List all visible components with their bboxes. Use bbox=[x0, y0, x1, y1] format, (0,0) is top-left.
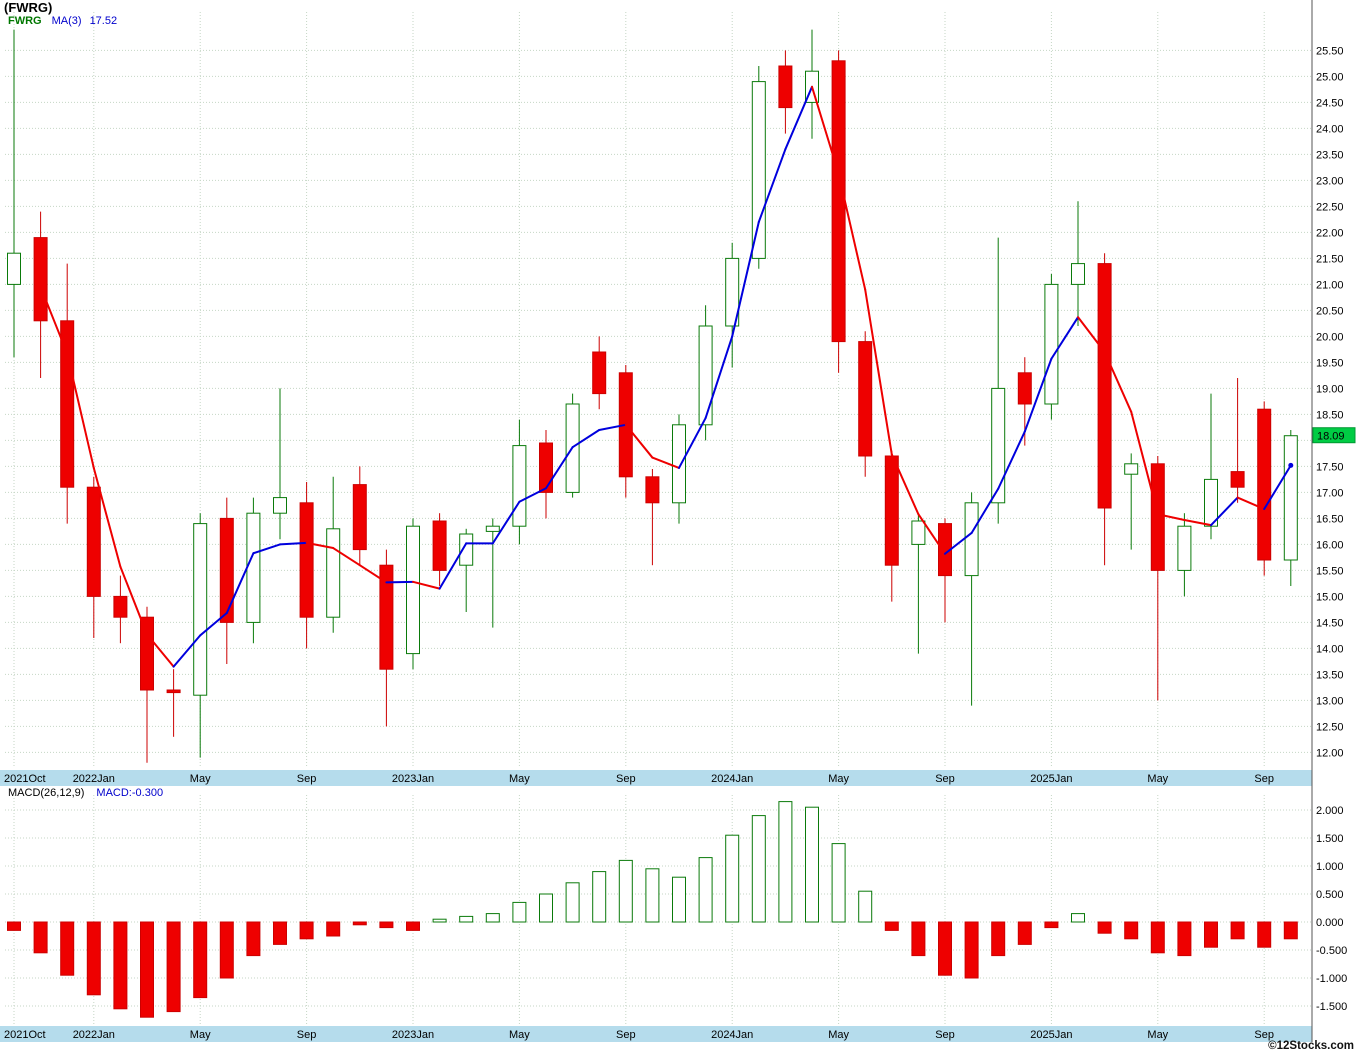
svg-text:15.00: 15.00 bbox=[1316, 591, 1344, 603]
svg-text:-0.500: -0.500 bbox=[1316, 945, 1347, 957]
svg-text:22.50: 22.50 bbox=[1316, 201, 1344, 213]
svg-text:25.50: 25.50 bbox=[1316, 45, 1344, 57]
svg-text:20.50: 20.50 bbox=[1316, 305, 1344, 317]
svg-text:2022Jan: 2022Jan bbox=[73, 773, 115, 785]
svg-text:-1.500: -1.500 bbox=[1316, 1001, 1347, 1013]
svg-text:25.00: 25.00 bbox=[1316, 71, 1344, 83]
svg-text:17.50: 17.50 bbox=[1316, 461, 1344, 473]
svg-text:24.50: 24.50 bbox=[1316, 97, 1344, 109]
svg-text:Sep: Sep bbox=[616, 1029, 636, 1041]
svg-text:May: May bbox=[828, 1029, 849, 1041]
svg-text:Sep: Sep bbox=[1254, 773, 1274, 785]
svg-text:2021Oct: 2021Oct bbox=[4, 773, 46, 785]
svg-text:22.00: 22.00 bbox=[1316, 227, 1344, 239]
svg-text:2021Oct: 2021Oct bbox=[4, 1029, 46, 1041]
svg-text:2024Jan: 2024Jan bbox=[711, 773, 753, 785]
svg-text:Sep: Sep bbox=[935, 1029, 955, 1041]
macd-legend: MACD(26,12,9) MACD:-0.300 bbox=[8, 787, 163, 799]
svg-text:0.000: 0.000 bbox=[1316, 917, 1344, 929]
svg-text:Sep: Sep bbox=[297, 773, 317, 785]
page-title: (FWRG) bbox=[4, 0, 53, 15]
svg-text:2022Jan: 2022Jan bbox=[73, 1029, 115, 1041]
svg-text:18.50: 18.50 bbox=[1316, 409, 1344, 421]
svg-text:16.50: 16.50 bbox=[1316, 513, 1344, 525]
svg-text:2023Jan: 2023Jan bbox=[392, 1029, 434, 1041]
svg-text:24.00: 24.00 bbox=[1316, 123, 1344, 135]
svg-text:May: May bbox=[1147, 1029, 1168, 1041]
svg-text:14.00: 14.00 bbox=[1316, 643, 1344, 655]
svg-text:21.50: 21.50 bbox=[1316, 253, 1344, 265]
svg-text:18.09: 18.09 bbox=[1317, 431, 1345, 443]
svg-text:23.50: 23.50 bbox=[1316, 149, 1344, 161]
svg-text:1.500: 1.500 bbox=[1316, 833, 1344, 845]
svg-text:May: May bbox=[828, 773, 849, 785]
svg-text:Sep: Sep bbox=[1254, 1029, 1274, 1041]
svg-text:2.000: 2.000 bbox=[1316, 805, 1344, 817]
legend-ma-value: 17.52 bbox=[89, 15, 118, 27]
svg-text:16.00: 16.00 bbox=[1316, 539, 1344, 551]
svg-text:13.50: 13.50 bbox=[1316, 669, 1344, 681]
watermark: ©12Stocks.com bbox=[1268, 1040, 1354, 1052]
svg-text:15.50: 15.50 bbox=[1316, 565, 1344, 577]
svg-text:19.00: 19.00 bbox=[1316, 383, 1344, 395]
svg-text:19.50: 19.50 bbox=[1316, 357, 1344, 369]
svg-text:May: May bbox=[190, 1029, 211, 1041]
svg-text:-1.000: -1.000 bbox=[1316, 973, 1347, 985]
svg-text:2025Jan: 2025Jan bbox=[1030, 1029, 1072, 1041]
svg-text:2023Jan: 2023Jan bbox=[392, 773, 434, 785]
legend-ma-label: MA(3) bbox=[51, 15, 82, 27]
svg-text:12.50: 12.50 bbox=[1316, 721, 1344, 733]
legend-symbol: FWRG bbox=[8, 15, 42, 27]
svg-text:0.500: 0.500 bbox=[1316, 889, 1344, 901]
svg-text:May: May bbox=[509, 773, 530, 785]
price-chart-legend: FWRG MA(3) 17.52 bbox=[8, 15, 117, 27]
macd-legend-label: MACD(26,12,9) bbox=[8, 787, 85, 799]
svg-text:Sep: Sep bbox=[935, 773, 955, 785]
svg-text:2025Jan: 2025Jan bbox=[1030, 773, 1072, 785]
svg-text:20.00: 20.00 bbox=[1316, 331, 1344, 343]
svg-text:May: May bbox=[1147, 773, 1168, 785]
svg-text:13.00: 13.00 bbox=[1316, 695, 1344, 707]
svg-text:Sep: Sep bbox=[297, 1029, 317, 1041]
svg-text:May: May bbox=[190, 773, 211, 785]
macd-legend-value: MACD:-0.300 bbox=[96, 787, 164, 799]
svg-text:23.00: 23.00 bbox=[1316, 175, 1344, 187]
svg-text:1.000: 1.000 bbox=[1316, 861, 1344, 873]
svg-text:2024Jan: 2024Jan bbox=[711, 1029, 753, 1041]
svg-text:12.00: 12.00 bbox=[1316, 747, 1344, 759]
svg-text:Sep: Sep bbox=[616, 773, 636, 785]
svg-text:17.00: 17.00 bbox=[1316, 487, 1344, 499]
svg-text:14.50: 14.50 bbox=[1316, 617, 1344, 629]
svg-text:May: May bbox=[509, 1029, 530, 1041]
svg-text:21.00: 21.00 bbox=[1316, 279, 1344, 291]
